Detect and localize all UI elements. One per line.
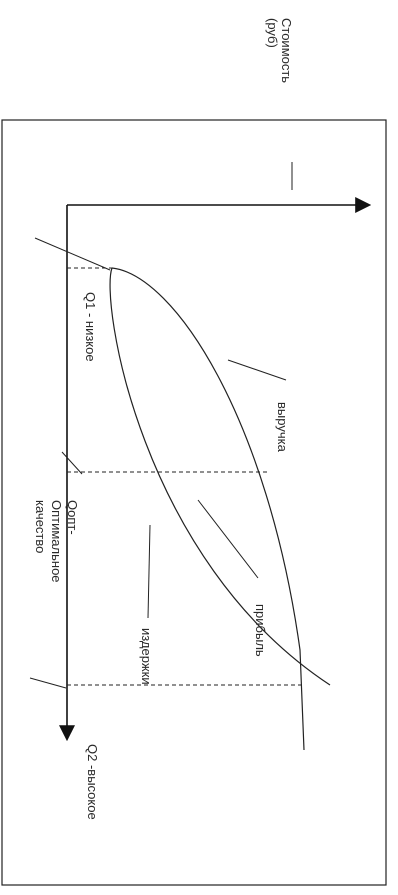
label-qopt-quality: качество [33, 500, 48, 553]
label-profit: прибыль [253, 604, 268, 657]
pointer-q2 [29, 677, 67, 689]
label-qopt-optimal: Оптимальное [49, 500, 64, 583]
pointer-costs [147, 524, 151, 619]
pointer-profit [197, 499, 259, 579]
cost-axis-title: Стоимость [279, 18, 294, 83]
revenue-curve [111, 267, 305, 751]
label-q1-low: Q1 - низкое [83, 292, 98, 362]
pointer-qopt [61, 451, 83, 475]
cost-axis-unit: (руб) [265, 18, 280, 48]
pointer-revenue [227, 359, 287, 381]
label-costs: издержки [139, 628, 154, 685]
label-q2-high: Q2 -высокое [85, 744, 100, 820]
label-qopt: Qопт- [65, 500, 80, 535]
diagram-frame [1, 119, 387, 886]
costs-curve [109, 267, 331, 686]
pointer-q1 [34, 237, 111, 271]
label-revenue: выручка [275, 402, 290, 453]
